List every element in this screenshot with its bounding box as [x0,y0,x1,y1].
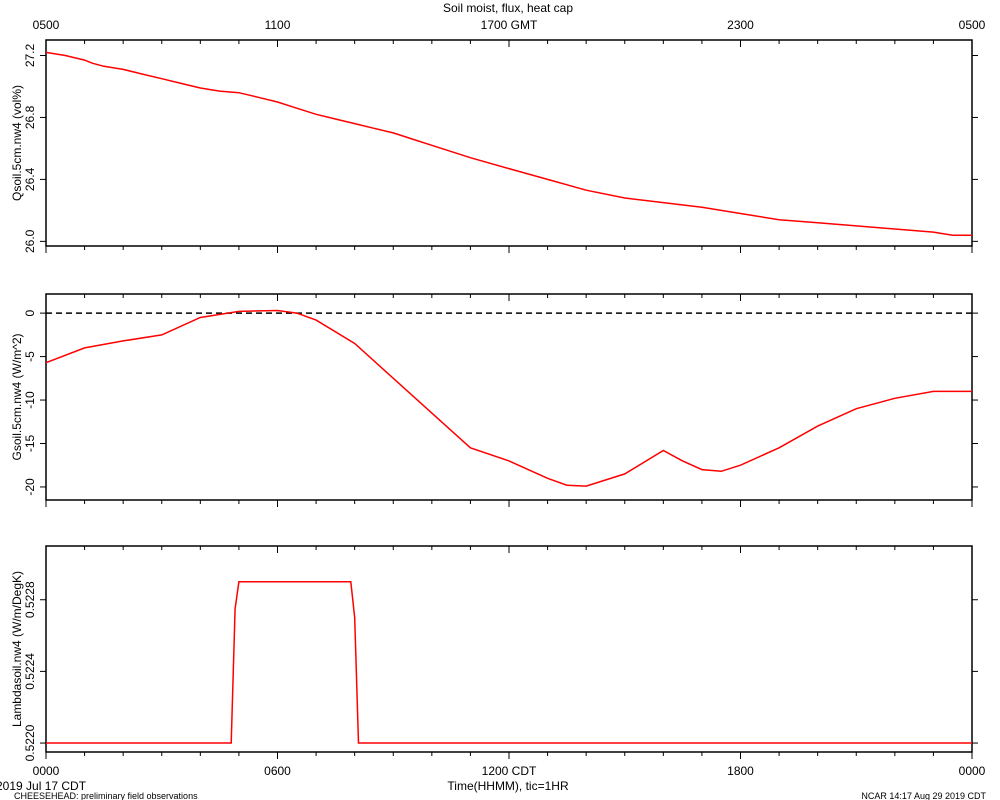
bottom-axis-label: 0000 [959,764,986,778]
series-line [45,51,972,236]
y-tick-label: -20 [23,478,37,496]
y-tick-label: 0 [23,309,37,316]
top-axis-label: 1700 GMT [481,18,538,32]
top-axis-label: 0500 [33,18,60,32]
plot-frame [45,545,973,753]
top-axis-label: 2300 [727,18,754,32]
panel-1: 26.0 26.4 26.8 27.2 Qsoil.5cm.nw4 (vol%) [10,39,978,253]
y-tick-label: 26.4 [23,167,37,191]
footer-right: NCAR 14:17 Aug 29 2019 CDT [861,791,986,800]
y-tick-label: 26.0 [23,229,37,253]
y-tick-label: 0.5220 [23,724,37,761]
bottom-axis-label: 1200 CDT [482,764,537,778]
y-axis-title: Qsoil.5cm.nw4 (vol%) [10,85,24,201]
y-tick-label: -15 [23,435,37,453]
panel-2: 0 -5 -10 -15 -20 Gsoil.5cm.nw4 (W/m^2) [10,293,978,507]
time-axis-labels: 0500 1100 1700 GMT 2300 0500 0000 0600 1200 CDT… [33,18,986,778]
y-tick-label: -10 [23,391,37,409]
y-tick-label: 0.5228 [23,581,37,618]
bottom-axis-label: 0000 [33,764,60,778]
bottom-axis-label: 0600 [264,764,291,778]
footer-left: CHEESEHEAD: preliminary field observatio… [14,791,198,800]
chart-panels: 26.0 26.4 26.8 27.2 Qsoil.5cm.nw4 (vol%) 0 -5 -… [10,39,978,761]
date-label: 2019 Jul 17 CDT [0,779,87,793]
y-tick-label: 27.2 [23,43,37,67]
chart-title: Soil moist, flux, heat cap [443,1,573,15]
series-line [45,309,972,487]
y-tick-label: -5 [23,351,37,362]
top-axis-label: 1100 [265,18,291,32]
x-axis-title: Time(HHMM), tic=1HR [447,779,569,793]
y-tick-label: 0.5224 [23,653,37,690]
y-axis-title: Gsoil.5cm.nw4 (W/m^2) [10,334,24,461]
top-axis-label: 0500 [959,18,986,32]
y-tick-label: 26.8 [23,105,37,129]
bottom-axis-label: 1800 [727,764,754,778]
series-line [46,581,972,744]
plot-frame [45,39,973,247]
y-axis-title: Lambdasoil.nw4 (W/m/DegK) [10,571,24,727]
